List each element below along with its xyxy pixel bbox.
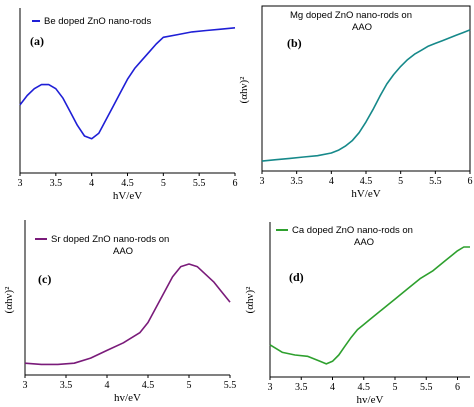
x-tick-label: 4 <box>89 178 94 189</box>
series-line <box>269 246 470 365</box>
x-tick-label: 4 <box>105 380 110 391</box>
series-line <box>261 29 471 162</box>
panel-label: (d) <box>289 270 304 284</box>
panel-4: 3 3.5 4 4.5 5 5.5 6 hv/eV (αhν)² Ca doped ZnO nan… <box>244 222 470 406</box>
x-tick-label: 4 <box>329 176 334 187</box>
x-axis-label: hv/eV <box>114 392 141 404</box>
x-tick-label: 3 <box>268 382 273 393</box>
panel-1: 3 3.5 4 4.5 5 5.5 6 hV/eV Be doped ZnO nano-rods… <box>18 8 238 202</box>
x-tick-label: 5 <box>161 178 166 189</box>
y-axis-label: (αhν)² <box>238 76 250 104</box>
legend: Be doped ZnO nano-rods <box>32 16 151 27</box>
series-line <box>24 263 231 366</box>
x-tick-label: 4.5 <box>142 380 155 391</box>
series-line <box>19 27 236 140</box>
x-tick-label: 4.5 <box>360 176 373 187</box>
panel-label: (b) <box>287 36 302 50</box>
legend-entry: Sr doped ZnO nano-rods on <box>51 234 169 245</box>
x-tick-label: 3 <box>260 176 265 187</box>
legend-entry: Ca doped ZnO nano-rods on <box>292 225 413 236</box>
y-axis-label: (αhν)² <box>244 286 256 314</box>
panel-label: (c) <box>38 272 51 286</box>
panel-2: 3 3.5 4 4.5 5 5.5 6 hV/eV (αhν)² Mg doped ZnO nan… <box>238 5 473 200</box>
legend-entry: AAO <box>113 246 133 257</box>
x-tick-label: 4.5 <box>121 178 134 189</box>
x-tick-label: 4.5 <box>358 382 371 393</box>
legend-entry: Be doped ZnO nano-rods <box>44 16 151 27</box>
panel-label: (a) <box>30 34 44 48</box>
x-tick-label: 3.5 <box>290 176 303 187</box>
x-tick-label: 3 <box>18 178 23 189</box>
x-tick-label: 3.5 <box>50 178 63 189</box>
x-axis-label: hV/eV <box>113 190 142 202</box>
x-tick-label: 6 <box>233 178 238 189</box>
legend-entry: Mg doped ZnO nano-rods on <box>290 10 412 21</box>
x-tick-label: 6 <box>468 176 473 187</box>
x-tick-label: 3.5 <box>60 380 73 391</box>
x-tick-label: 5.5 <box>429 176 442 187</box>
x-tick-label: 5.5 <box>224 380 237 391</box>
x-axis-label: hV/eV <box>351 188 380 200</box>
x-tick-label: 6 <box>455 382 460 393</box>
x-axis-label: hv/eV <box>357 394 384 406</box>
x-tick-label: 5.5 <box>420 382 433 393</box>
panel-3: 3 3.5 4 4.5 5 5.5 hv/eV (αhν)² Sr doped ZnO nano… <box>3 220 236 404</box>
x-tick-label: 4 <box>330 382 335 393</box>
legend-entry: AAO <box>354 237 374 248</box>
x-tick-label: 5 <box>187 380 192 391</box>
x-tick-label: 3 <box>23 380 28 391</box>
x-tick-label: 5 <box>398 176 403 187</box>
x-tick-label: 3.5 <box>295 382 308 393</box>
legend-entry: AAO <box>352 22 372 33</box>
x-tick-label: 5.5 <box>193 178 206 189</box>
x-tick-label: 5 <box>393 382 398 393</box>
y-axis-label: (αhν)² <box>3 286 15 314</box>
